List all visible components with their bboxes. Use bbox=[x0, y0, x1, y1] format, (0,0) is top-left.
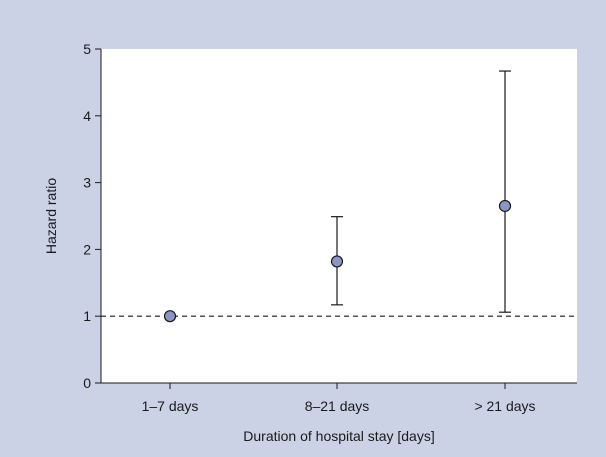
y-tick-label: 5 bbox=[83, 41, 91, 57]
y-tick-label: 2 bbox=[83, 241, 91, 257]
y-tick-label: 3 bbox=[83, 175, 91, 191]
x-tick-label: > 21 days bbox=[474, 398, 535, 414]
y-tick-label: 0 bbox=[83, 375, 91, 391]
plot-area bbox=[101, 49, 577, 383]
x-axis-title: Duration of hospital stay [days] bbox=[243, 428, 434, 444]
data-point bbox=[330, 255, 344, 268]
y-axis-title: Hazard ratio bbox=[43, 178, 59, 254]
x-tick-label: 1–7 days bbox=[142, 398, 199, 414]
y-tick-label: 4 bbox=[83, 108, 91, 124]
x-tick-label: 8–21 days bbox=[305, 398, 370, 414]
data-point bbox=[163, 310, 177, 323]
y-tick-label: 1 bbox=[83, 308, 91, 324]
data-point bbox=[498, 199, 512, 213]
